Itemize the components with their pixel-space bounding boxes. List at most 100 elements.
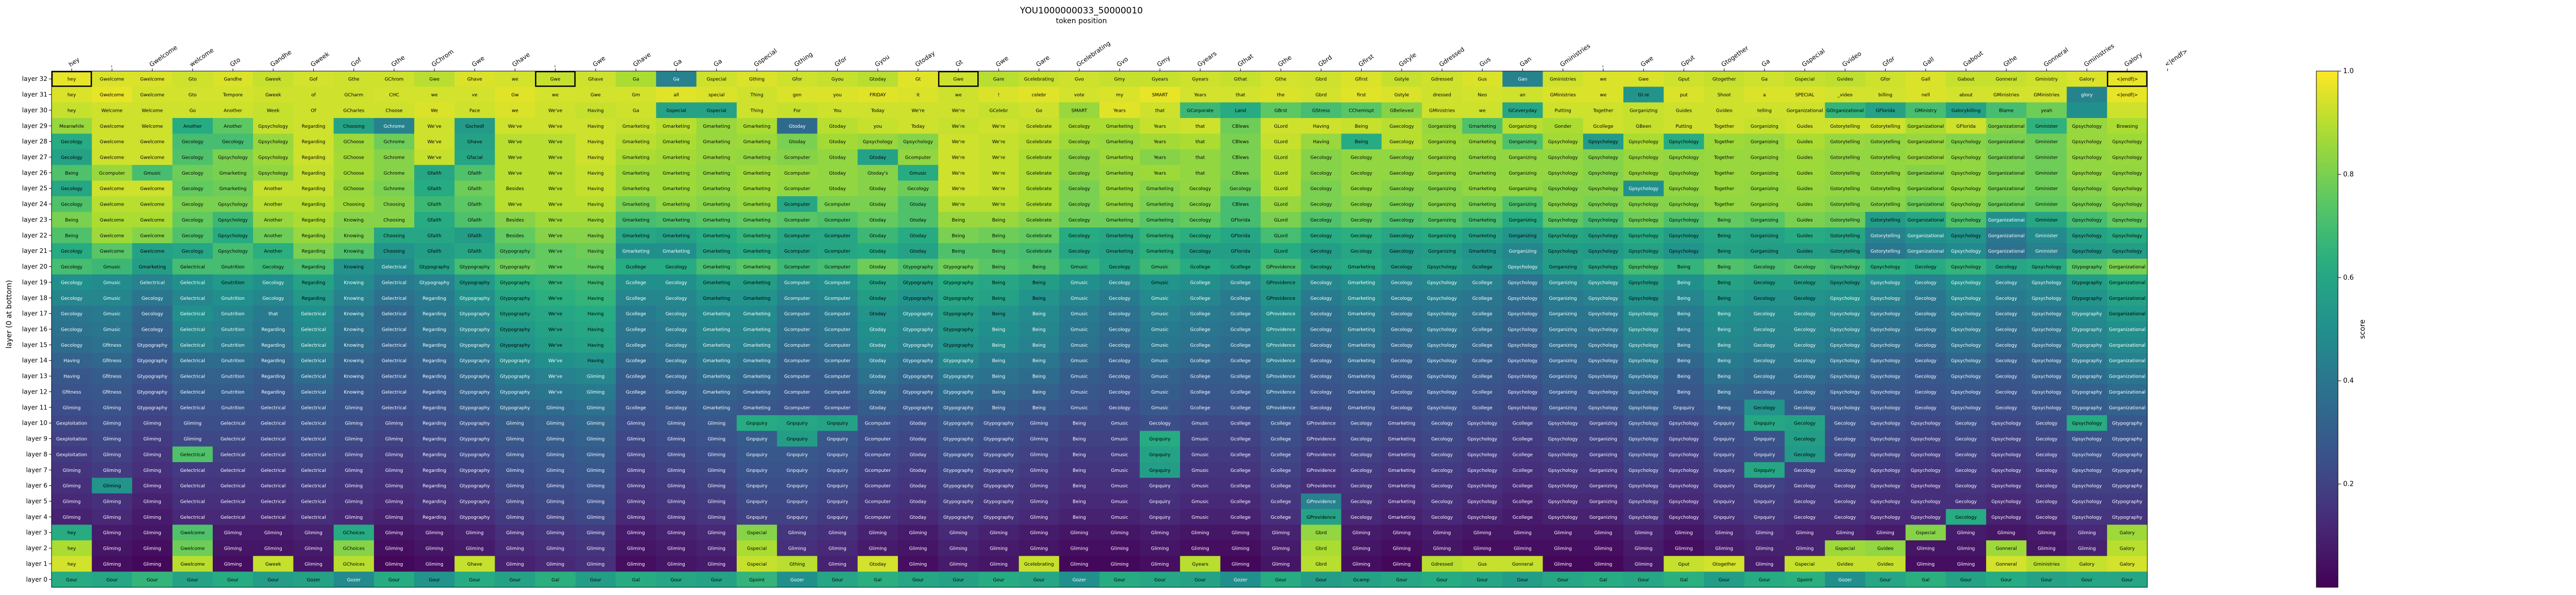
cell-token-label: Gcomputer bbox=[865, 421, 891, 427]
cell-token-label: Having bbox=[587, 140, 604, 145]
cell-token-label: Regarding bbox=[422, 437, 446, 442]
cell-token-label: Gliming bbox=[788, 531, 806, 536]
cell-token-label: Gliming bbox=[1151, 547, 1169, 552]
cell-token-label: Regarding bbox=[261, 328, 285, 333]
cell-token-label: Gpsychology bbox=[2072, 140, 2103, 145]
heatmap-cell bbox=[374, 180, 415, 197]
cell-token-label: Gcollege bbox=[626, 405, 647, 411]
heatmap-cell bbox=[535, 165, 576, 181]
cell-token-label: Gour bbox=[1477, 577, 1488, 583]
cell-token-label: Gecology bbox=[1350, 171, 1372, 176]
cell-token-label: you bbox=[873, 124, 882, 129]
cell-token-label: Gpsychology bbox=[1951, 359, 1981, 364]
cell-token-label: Gcollege bbox=[1230, 328, 1251, 333]
heatmap-cell bbox=[1301, 165, 1342, 181]
cell-token-label: Being bbox=[992, 296, 1006, 301]
cell-token-label: Gpsychology bbox=[258, 156, 289, 161]
cell-token-label: Gliming bbox=[63, 515, 81, 520]
cell-token-label: Gpsychology bbox=[1669, 421, 1699, 427]
heatmap-cell bbox=[1180, 102, 1221, 118]
cell-token-label: Gtypography bbox=[460, 515, 490, 520]
cell-token-label: Gal bbox=[551, 577, 559, 583]
cell-token-label: Gliming bbox=[909, 562, 927, 567]
cell-token-label: Gour bbox=[590, 577, 601, 583]
cell-token-label: Gorganizing bbox=[1509, 156, 1536, 161]
cell-token-label: Gmarketing bbox=[743, 140, 771, 145]
x-tick-label: , bbox=[551, 61, 557, 69]
cell-token-label: Gliming bbox=[1473, 547, 1492, 552]
x-tick-label: Gthat bbox=[1236, 53, 1255, 69]
x-tick-label: Gfor bbox=[1881, 55, 1896, 68]
cell-token-label: Gministry bbox=[2036, 77, 2058, 82]
cell-token-label: Gorganizational bbox=[1787, 108, 1823, 113]
cell-token-label: Being bbox=[1032, 296, 1046, 301]
x-tick-label: Ga bbox=[672, 57, 683, 68]
cell-token-label: hey bbox=[67, 562, 76, 567]
cell-token-label: Regarding bbox=[422, 375, 446, 380]
heatmap-cell bbox=[1301, 149, 1342, 165]
cell-token-label: Gpsychology bbox=[2031, 405, 2062, 411]
cell-token-label: Gliming bbox=[828, 547, 846, 552]
cell-token-label: Gtoday bbox=[829, 140, 846, 145]
cell-token-label: Gorganizing bbox=[1589, 500, 1617, 505]
y-tick-label: layer 10 bbox=[22, 419, 47, 427]
heatmap-cell bbox=[1784, 87, 1825, 103]
cell-token-label: Gelectrical bbox=[221, 437, 245, 442]
heatmap-cell bbox=[92, 87, 132, 103]
cell-token-label: Gour bbox=[429, 577, 440, 583]
cell-token-label: Gnpquiry bbox=[1754, 468, 1775, 473]
cell-token-label: Regarding bbox=[422, 405, 446, 411]
cell-token-label: Gtypography bbox=[903, 312, 934, 317]
heatmap-cell bbox=[1059, 118, 1100, 134]
cell-token-label: Gliming bbox=[1191, 547, 1209, 552]
heatmap-cell bbox=[817, 149, 858, 165]
cell-token-label: Gmarketing bbox=[1106, 156, 1133, 161]
cell-token-label: all bbox=[673, 93, 679, 98]
cell-token-label: Gpsychology bbox=[1830, 312, 1860, 317]
cell-token-label: Gelectrical bbox=[301, 312, 326, 317]
cell-token-label: Gecology bbox=[1391, 343, 1413, 348]
cell-token-label: Gmarketing bbox=[663, 171, 690, 176]
cell-token-label: Gecology bbox=[1069, 156, 1091, 161]
cell-token-label: Gcollege bbox=[1472, 296, 1493, 301]
cell-token-label: Gmarketing bbox=[663, 124, 690, 129]
cell-token-label: Gtypography bbox=[984, 484, 1014, 489]
cell-token-label: Gmarketing bbox=[743, 233, 771, 239]
cell-token-label: Choose bbox=[385, 108, 403, 113]
heatmap-cell bbox=[1825, 180, 1866, 197]
cell-token-label: Another bbox=[264, 249, 282, 254]
cell-token-label: Gcelebrate bbox=[1026, 156, 1052, 161]
cell-token-label: Gfacial bbox=[467, 156, 483, 161]
cell-token-label: Gwelcome bbox=[140, 156, 165, 161]
cell-token-label: Gtoday bbox=[829, 156, 846, 161]
cell-token-label: Gpsychology bbox=[1911, 500, 1941, 505]
cell-token-label: Gspecial bbox=[707, 77, 726, 82]
heatmap-cell bbox=[1865, 71, 1906, 87]
heatmap-cell bbox=[535, 87, 576, 103]
heatmap-cell bbox=[857, 71, 899, 87]
heatmap-cell bbox=[1140, 71, 1180, 87]
cell-token-label: We've bbox=[508, 171, 522, 176]
cell-token-label: Gliming bbox=[1111, 531, 1129, 536]
cell-token-label: Gelectrical bbox=[301, 452, 326, 457]
cell-token-label: Gmarketing bbox=[663, 233, 690, 239]
cell-token-label: Gmusic bbox=[1192, 437, 1209, 442]
heatmap-cell bbox=[1945, 149, 1987, 165]
heatmap-cell bbox=[52, 87, 92, 103]
cell-token-label: SMART bbox=[1152, 93, 1168, 98]
heatmap-cell bbox=[52, 149, 92, 165]
cell-token-label: Gliming bbox=[345, 468, 363, 473]
cell-token-label: <|endf|> bbox=[2116, 93, 2138, 98]
heatmap-cell bbox=[1865, 87, 1906, 103]
x-tick-label: Gministries bbox=[1558, 42, 1591, 69]
cell-token-label: Gtogether bbox=[1713, 77, 1736, 82]
heatmap-cell bbox=[1623, 71, 1664, 87]
heatmap-cell bbox=[1825, 133, 1866, 150]
cell-token-label: Gecology bbox=[1915, 359, 1937, 364]
cell-token-label: We're bbox=[992, 171, 1006, 176]
cell-token-label: Gmusic bbox=[909, 171, 927, 176]
cell-token-label: Gmarketing bbox=[743, 124, 771, 129]
cell-token-label: Gminister bbox=[2035, 140, 2058, 145]
cell-token-label: Gpsychology bbox=[1588, 375, 1619, 380]
cell-token-label: Gpsychology bbox=[2072, 515, 2103, 520]
